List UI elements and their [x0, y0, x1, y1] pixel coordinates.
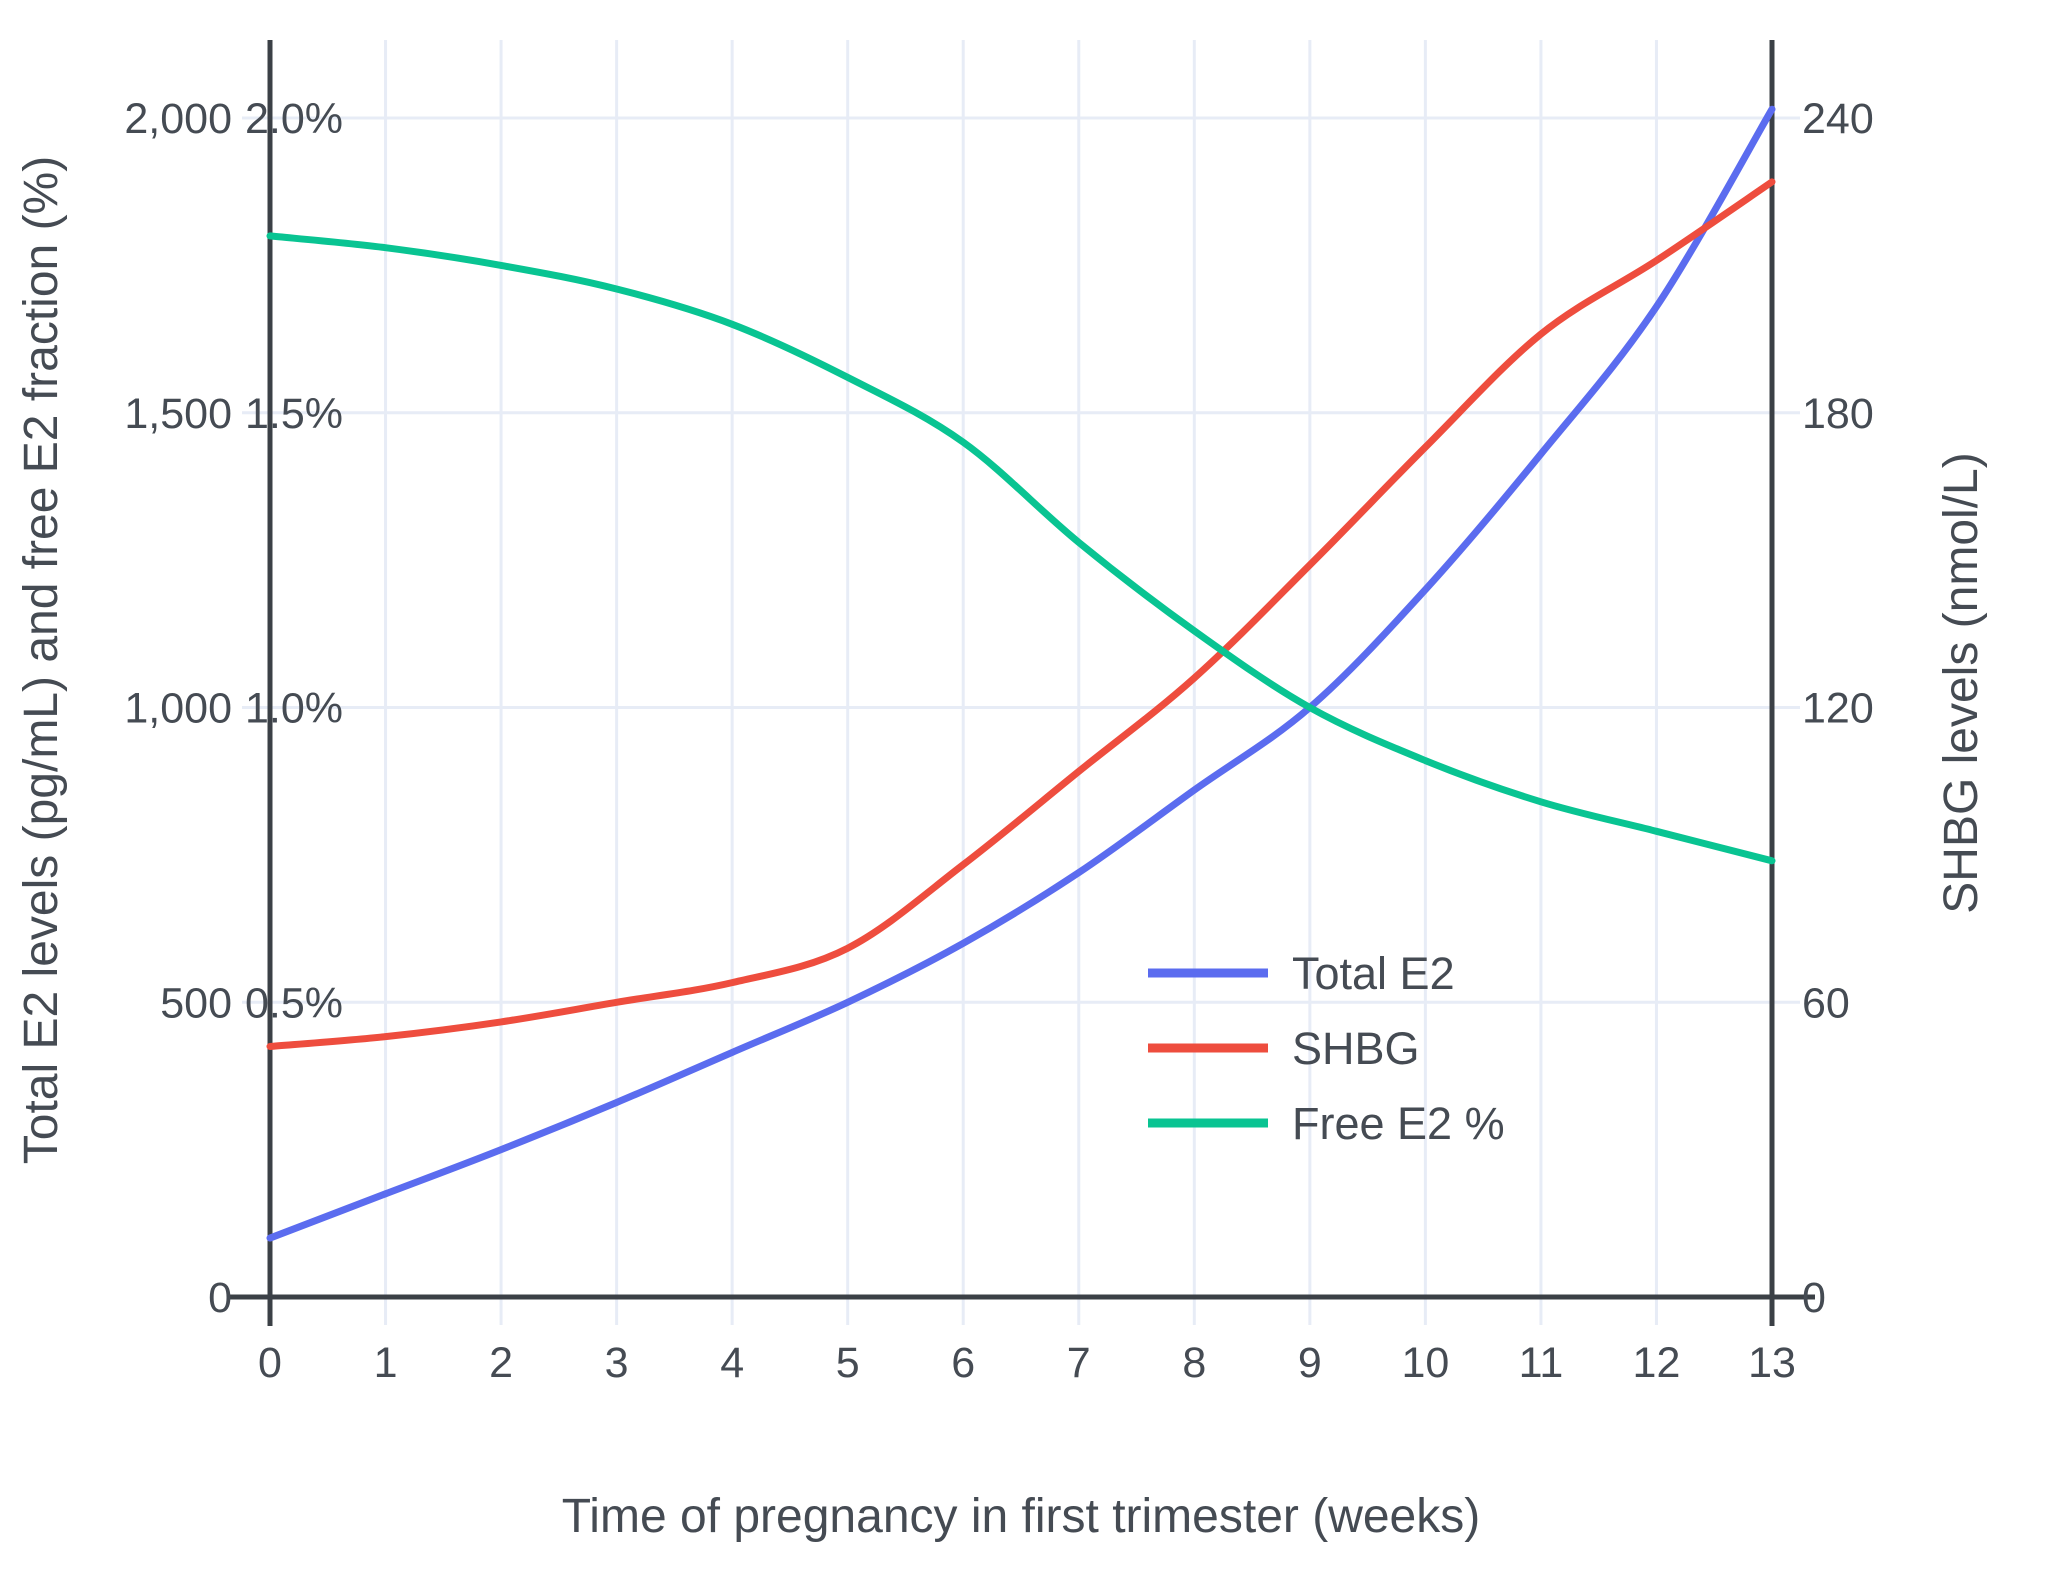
y-left-tick-label: 1,000 [124, 685, 232, 733]
y-axis-right-title: SHBG levels (nmol/L) [1935, 452, 1988, 913]
x-tick-label: 0 [258, 1339, 282, 1387]
y-left-tick-label: 2,000 [124, 95, 232, 143]
x-tick-label: 13 [1748, 1339, 1796, 1387]
x-tick-label: 2 [489, 1339, 513, 1387]
x-tick-label: 8 [1182, 1339, 1206, 1387]
curve-total-e2[interactable] [266, 105, 1776, 1242]
y-axis-left-title: Total E2 levels (pg/mL) and free E2 frac… [15, 156, 68, 1164]
legend-item-free-e2[interactable]: Free E2 % [1148, 1098, 1505, 1149]
free-e2-pct-tick-label: 1.5% [245, 390, 343, 438]
x-tick-label: 12 [1633, 1339, 1681, 1387]
x-tick-label: 9 [1298, 1339, 1322, 1387]
x-tick-label: 1 [374, 1339, 398, 1387]
legend: Total E2 SHBG Free E2 % [1148, 948, 1505, 1149]
x-tick-label: 4 [720, 1339, 744, 1387]
x-tick-label: 7 [1067, 1339, 1091, 1387]
free-e2-pct-tick-label: 0.5% [245, 979, 343, 1027]
x-tick-label: 3 [605, 1339, 629, 1387]
legend-label-free-e2: Free E2 % [1292, 1098, 1505, 1149]
legend-item-total-e2[interactable]: Total E2 [1148, 948, 1455, 999]
x-tick-label: 11 [1519, 1339, 1564, 1387]
legend-item-shbg[interactable]: SHBG [1148, 1023, 1420, 1074]
free-e2-pct-tick-label: 2.0% [245, 95, 343, 143]
gridlines [242, 40, 1800, 1325]
y-right-tick-label: 180 [1802, 390, 1874, 438]
x-axis-title: Time of pregnancy in first trimester (we… [562, 1490, 1480, 1543]
y-right-tick-label: 240 [1802, 95, 1874, 143]
x-tick-label: 5 [836, 1339, 860, 1387]
free-e2-pct-tick-label: 1.0% [245, 685, 343, 733]
x-tick-label: 6 [951, 1339, 975, 1387]
axis-tick-labels: 05001,0001,5002,0000.5%1.0%1.5%2.0%06012… [124, 95, 1873, 1387]
y-right-tick-label: 60 [1802, 979, 1850, 1027]
y-left-tick-label: 1,500 [124, 390, 232, 438]
x-tick-label: 10 [1401, 1339, 1449, 1387]
curve-shbg[interactable] [266, 178, 1776, 1050]
y-left-tick-label: 0 [208, 1274, 232, 1322]
legend-label-total-e2: Total E2 [1292, 948, 1455, 999]
y-right-tick-label: 120 [1802, 685, 1874, 733]
y-left-tick-label: 500 [160, 979, 232, 1027]
curve-free-e2-[interactable] [266, 232, 1776, 865]
legend-label-shbg: SHBG [1292, 1023, 1420, 1074]
y-right-tick-label: 0 [1802, 1274, 1826, 1322]
data-curves [266, 105, 1776, 1242]
